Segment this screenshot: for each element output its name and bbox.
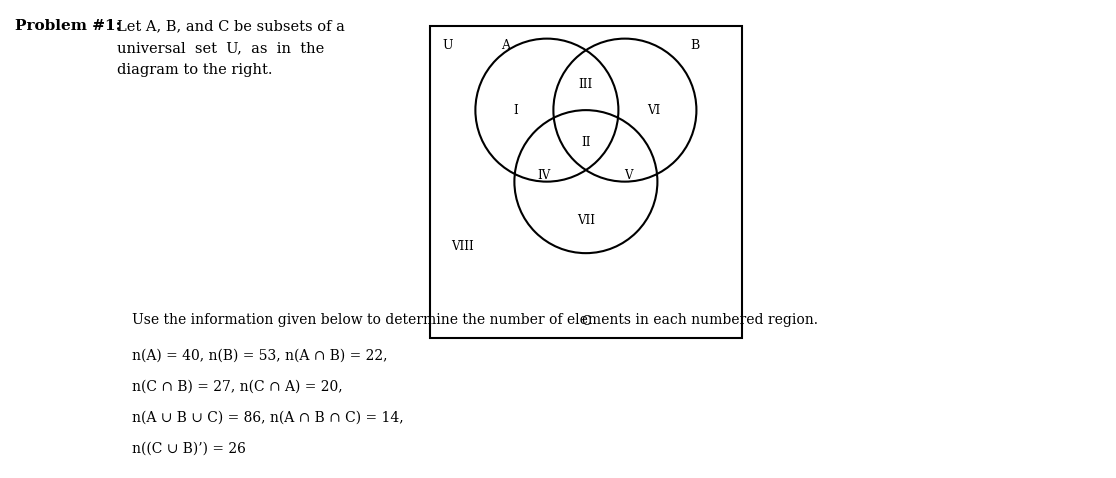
Text: Let A, B, and C be subsets of a
universal  set  U,  as  in  the
diagram to the r: Let A, B, and C be subsets of a universa… bbox=[117, 19, 345, 76]
Text: n((C ∪ B)’) = 26: n((C ∪ B)’) = 26 bbox=[132, 442, 246, 456]
Text: III: III bbox=[579, 77, 593, 91]
Text: II: II bbox=[581, 136, 590, 149]
Text: n(A) = 40, n(B) = 53, n(A ∩ B) = 22,: n(A) = 40, n(B) = 53, n(A ∩ B) = 22, bbox=[132, 349, 387, 363]
Text: I: I bbox=[513, 104, 519, 117]
Text: V: V bbox=[624, 169, 633, 182]
Text: IV: IV bbox=[537, 169, 550, 182]
Text: n(C ∩ B) = 27, n(C ∩ A) = 20,: n(C ∩ B) = 27, n(C ∩ A) = 20, bbox=[132, 380, 343, 394]
Text: A: A bbox=[501, 39, 510, 52]
Text: B: B bbox=[690, 39, 699, 52]
Text: C: C bbox=[581, 315, 590, 328]
Text: VI: VI bbox=[647, 104, 661, 117]
Text: U: U bbox=[443, 39, 453, 52]
Text: n(A ∪ B ∪ C) = 86, n(A ∩ B ∩ C) = 14,: n(A ∪ B ∪ C) = 86, n(A ∩ B ∩ C) = 14, bbox=[132, 411, 403, 425]
Text: VIII: VIII bbox=[451, 240, 474, 253]
Text: Use the information given below to determine the number of elements in each numb: Use the information given below to deter… bbox=[132, 313, 818, 327]
Text: VII: VII bbox=[577, 214, 595, 227]
Text: Problem #1:: Problem #1: bbox=[15, 19, 121, 33]
